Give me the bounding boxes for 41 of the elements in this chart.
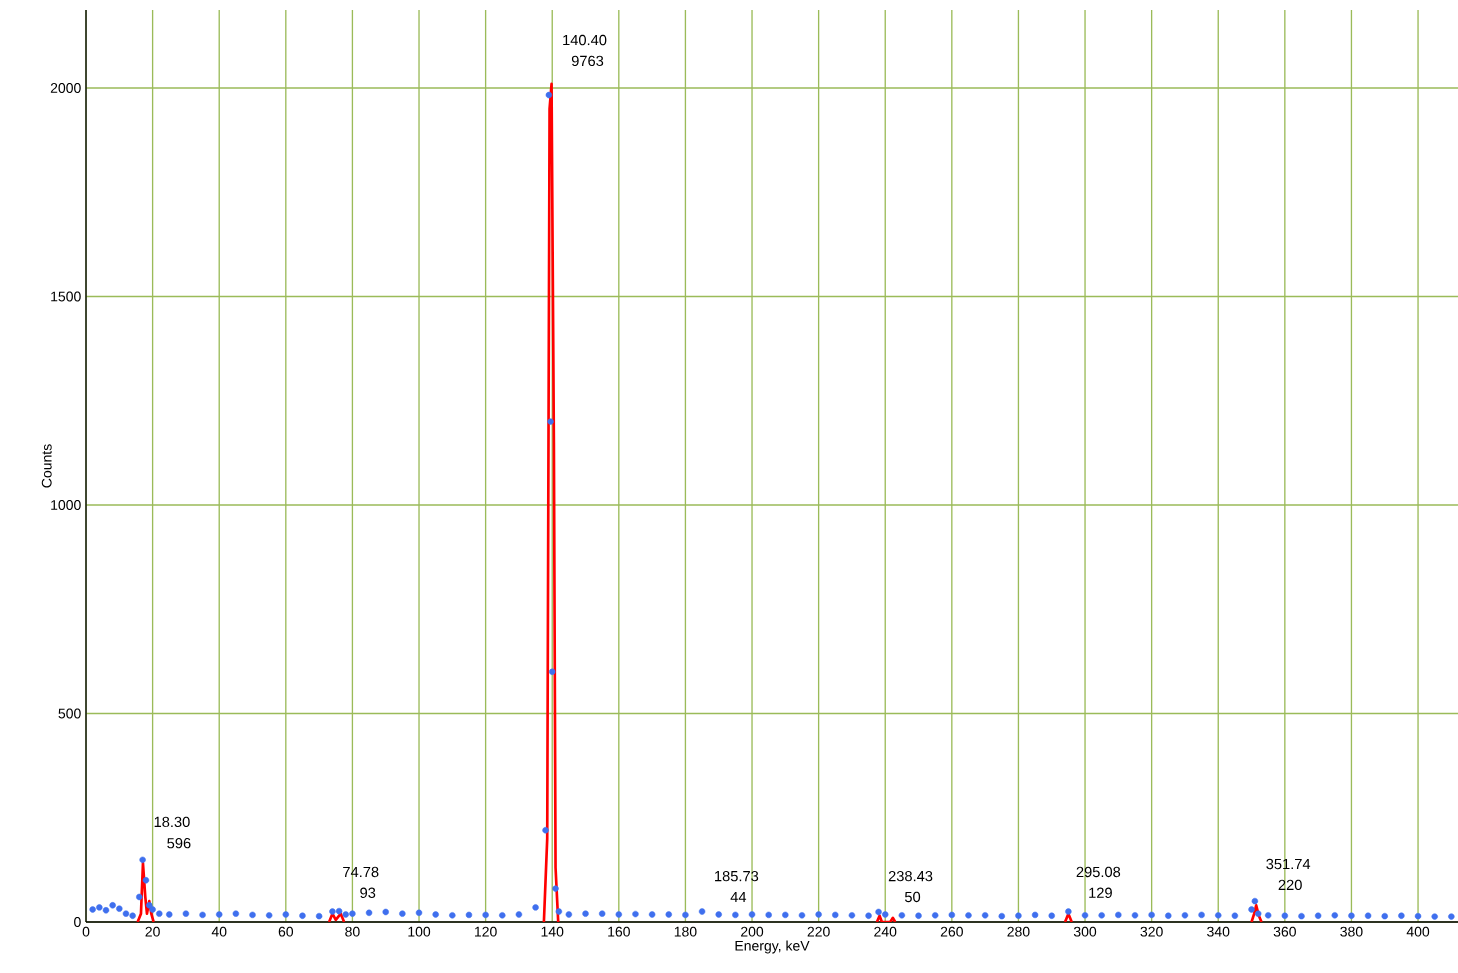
x-tick-label: 200 — [741, 926, 764, 937]
x-tick-label: 100 — [408, 926, 431, 937]
y-tick-label: 0 — [74, 917, 81, 927]
annotation: 596 — [167, 837, 191, 849]
x-tick-label: 140 — [541, 926, 564, 937]
y-tick-label: 500 — [58, 708, 81, 719]
annotation: 129 — [1089, 887, 1112, 898]
annotation: 93 — [360, 887, 376, 898]
annotation: 9763 — [571, 55, 604, 67]
annotation: 351.74 — [1266, 858, 1311, 870]
x-tick-label: 20 — [145, 926, 160, 937]
x-tick-label: 320 — [1140, 926, 1163, 937]
annotation: 220 — [1278, 879, 1302, 891]
x-tick-label: 340 — [1207, 926, 1230, 937]
y-tick-label: 1500 — [51, 291, 81, 302]
annotation: 18.30 — [154, 816, 190, 828]
x-tick-label: 280 — [1007, 926, 1030, 937]
y-axis-title: Counts — [41, 444, 52, 488]
x-tick-label: 0 — [82, 926, 90, 937]
y-tick-label: 2000 — [50, 83, 81, 93]
x-tick-label: 220 — [807, 926, 830, 937]
x-tick-label: 400 — [1406, 926, 1430, 937]
x-tick-label: 160 — [608, 926, 630, 937]
x-axis-title: Energy, keV — [735, 940, 810, 954]
x-tick-label: 120 — [475, 926, 497, 937]
annotation: 140.40 — [563, 34, 607, 46]
y-tick-label: 1000 — [51, 500, 81, 510]
x-tick-label: 380 — [1340, 926, 1363, 937]
x-tick-label: 40 — [211, 926, 227, 937]
x-tick-label: 240 — [874, 926, 897, 937]
x-tick-label: 60 — [278, 926, 294, 937]
x-tick-label: 300 — [1073, 926, 1097, 937]
annotation: 44 — [730, 891, 747, 903]
annotation: 295.08 — [1076, 866, 1121, 878]
x-tick-label: 80 — [345, 926, 360, 937]
annotation: 185.73 — [715, 870, 759, 882]
x-tick-label: 360 — [1273, 926, 1296, 937]
x-tick-label: 180 — [674, 926, 697, 937]
x-tick-label: 260 — [940, 926, 963, 937]
annotation: 238.43 — [888, 870, 933, 882]
annotation: 50 — [904, 891, 921, 903]
